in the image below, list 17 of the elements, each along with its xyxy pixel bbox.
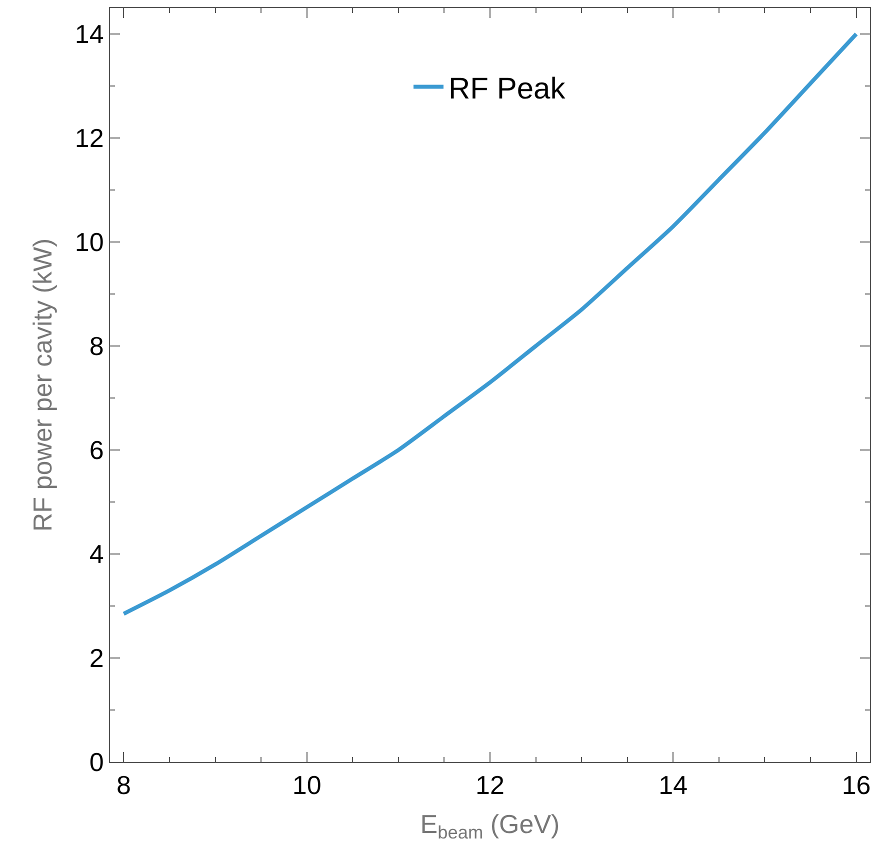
y-tick-label: 0: [89, 747, 104, 778]
y-tick-label: 14: [74, 19, 104, 50]
y-tick-label: 6: [89, 435, 104, 466]
y-tick-label: 12: [74, 123, 104, 154]
y-axis-title: RF power per cavity (kW): [27, 238, 58, 532]
x-axis-title: E$_{beam}$ (GeV): [420, 808, 560, 842]
line-series: [122, 32, 858, 616]
y-tick-label: 10: [74, 227, 104, 258]
legend-label: RF Peak: [448, 72, 566, 106]
x-tick-label: 12: [476, 770, 504, 800]
x-tick-label: 8: [116, 770, 131, 800]
x-tick-label: 16: [842, 770, 871, 800]
x-tick-label: 10: [292, 770, 322, 800]
y-tick-label: 2: [89, 643, 104, 674]
y-tick-label: 4: [89, 539, 104, 570]
y-tick-label: 8: [89, 331, 104, 362]
x-tick-label: 14: [658, 770, 688, 800]
